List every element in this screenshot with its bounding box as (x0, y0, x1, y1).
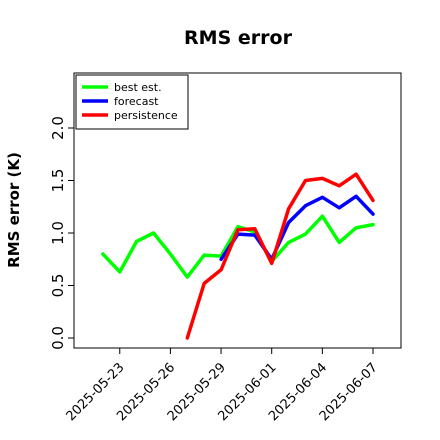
y-tick-label: 0.0 (49, 326, 67, 350)
series-line-best-est (101, 214, 375, 279)
legend-label: best est. (114, 81, 162, 94)
series-lines (101, 172, 375, 340)
plot-frame (73, 72, 402, 349)
y-axis-ticks: 0.0 0.5 1.0 1.5 2.0 (49, 116, 74, 350)
series-line-persistence (185, 172, 375, 340)
chart-title: RMS error (184, 27, 293, 49)
legend-label: forecast (114, 95, 159, 108)
y-axis-label: RMS error (K) (5, 152, 23, 268)
y-tick-label: 1.5 (49, 169, 67, 193)
y-tick-label: 1.0 (49, 221, 67, 245)
legend-label: persistence (114, 109, 178, 122)
x-axis-ticks: 2025-05-232025-05-262025-05-292025-06-01… (64, 348, 381, 424)
y-tick-label: 2.0 (49, 116, 67, 140)
y-tick-label: 0.5 (49, 274, 67, 298)
series-line-forecast (219, 194, 375, 262)
